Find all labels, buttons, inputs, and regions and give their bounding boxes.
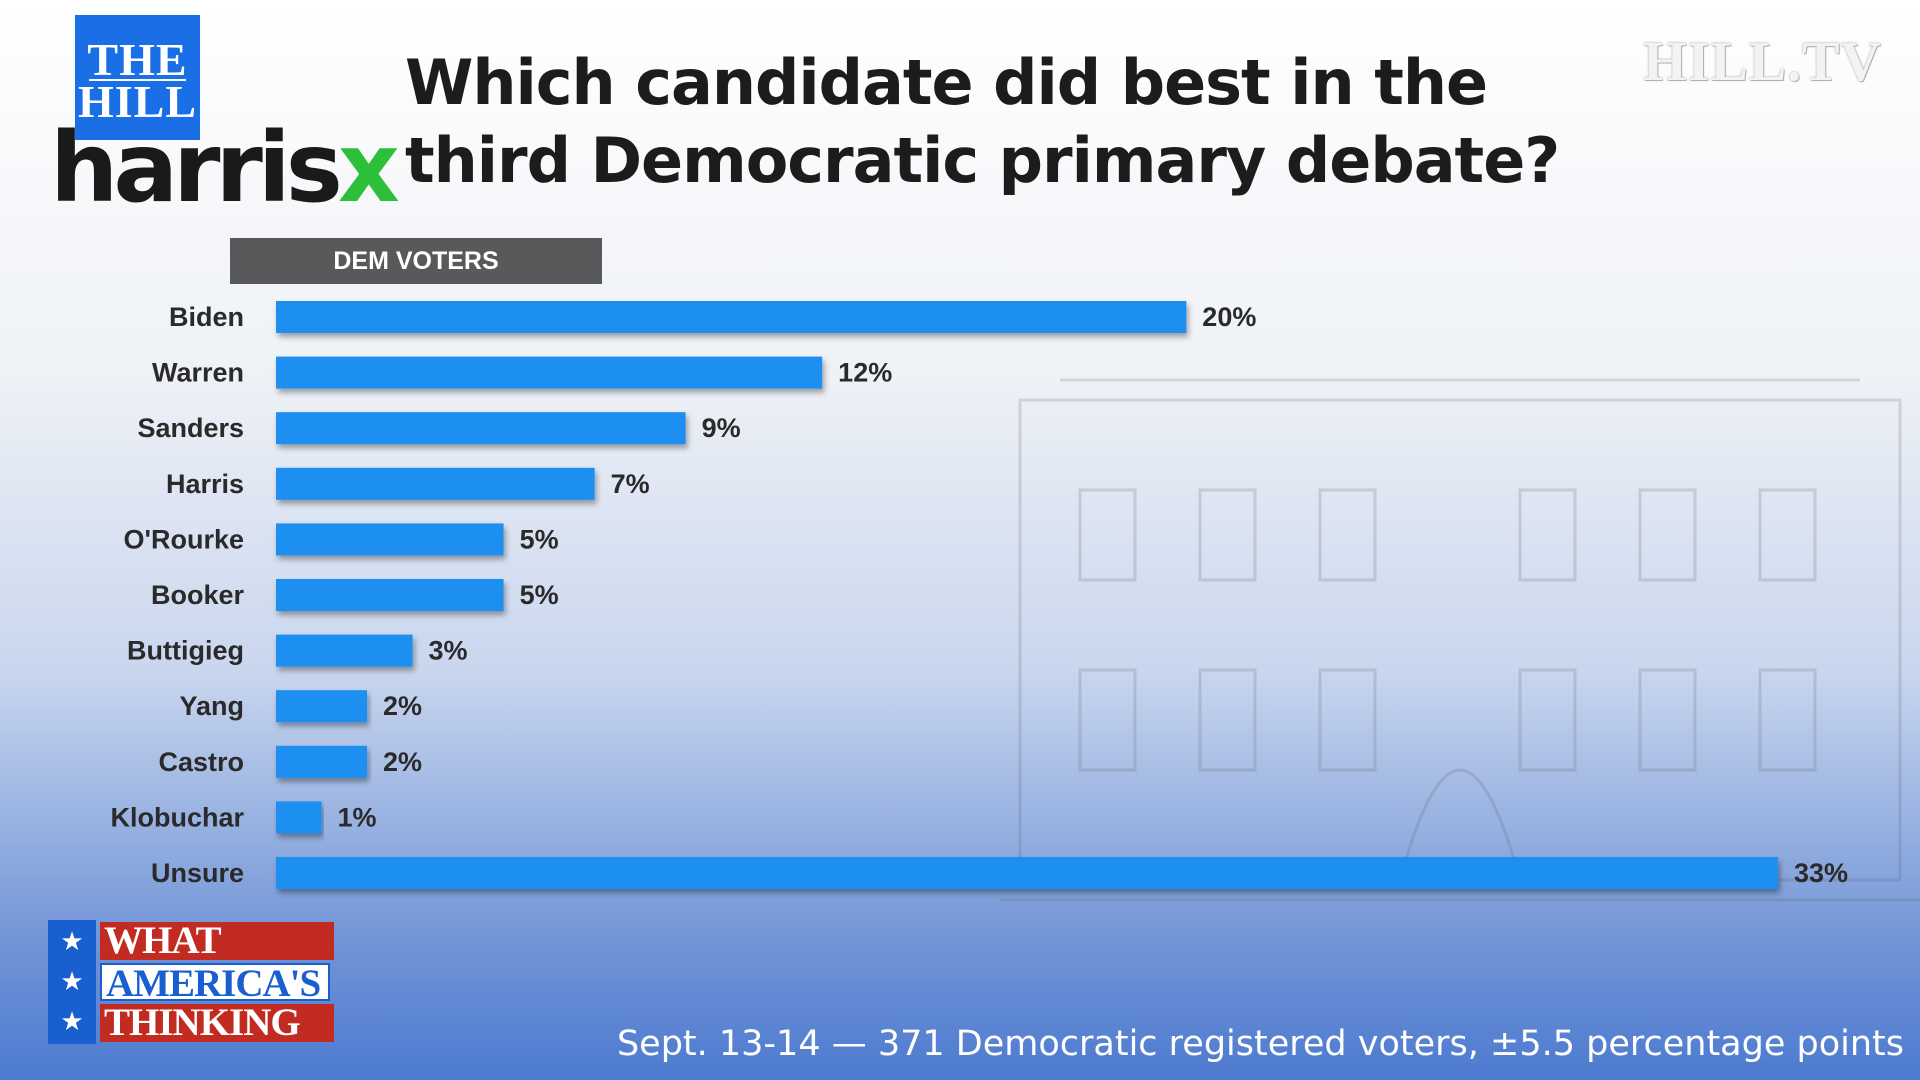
star-icon: ★ [60,1006,84,1036]
subgroup-label: DEM VOTERS [230,238,602,284]
value-label: 7% [611,469,650,499]
the-hill-logo-line1: THE [87,34,188,85]
wat-line-americas: AMERICA'S [100,963,330,1003]
bar-yang [276,690,368,723]
category-label: Biden [169,302,244,332]
value-label: 20% [1202,302,1256,332]
category-label: Unsure [151,858,244,888]
bar-biden [276,301,1187,333]
wat-line-thinking: THINKING [100,1003,334,1042]
what-americas-thinking-logo: ★ ★ ★ WHAT AMERICA'S THINKING [48,920,334,1044]
stars-column: ★ ★ ★ [48,920,96,1044]
bar-buttigieg [276,634,413,667]
category-label: Sanders [137,413,244,443]
category-label: Castro [158,747,244,777]
hilltv-watermark: HILL.TV [1643,31,1882,93]
category-label: Harris [166,469,244,499]
bar-warren [276,356,823,389]
value-label: 12% [838,358,892,388]
bar-castro [276,745,368,778]
value-label: 1% [338,802,377,832]
category-label: Warren [152,358,244,388]
category-label: Booker [151,580,245,610]
value-label: 2% [383,691,422,721]
the-hill-logo-line2: HILL [77,76,198,127]
value-label: 9% [702,413,741,443]
bar-harris [276,467,595,500]
survey-footnote: Sept. 13-14 — 371 Democratic registered … [616,1024,1904,1064]
value-label: 2% [383,747,422,777]
harrisx-logo-main: harris [50,112,343,224]
chart-title: Which candidate did best in the third De… [405,46,1560,197]
the-hill-logo-rule [89,79,186,81]
harrisx-logo: harrisx [50,118,400,218]
bar-sanders [276,412,686,445]
category-label: Yang [179,691,244,721]
wat-line-what: WHAT [100,921,334,960]
star-icon: ★ [60,926,84,956]
bar-booker [276,579,504,611]
the-hill-logo: THE HILL [75,15,200,140]
value-label: 5% [520,524,559,554]
value-label: 33% [1794,858,1848,888]
bar-klobuchar [276,801,322,834]
category-label: Buttigieg [127,636,244,666]
category-label: O'Rourke [124,524,244,554]
value-label: 3% [429,636,468,666]
bar-unsure [276,857,1778,889]
star-icon: ★ [60,966,84,996]
harrisx-logo-x: x [337,112,400,224]
bar-orourke [276,523,504,556]
category-label: Klobuchar [110,802,244,832]
value-label: 5% [520,580,559,610]
